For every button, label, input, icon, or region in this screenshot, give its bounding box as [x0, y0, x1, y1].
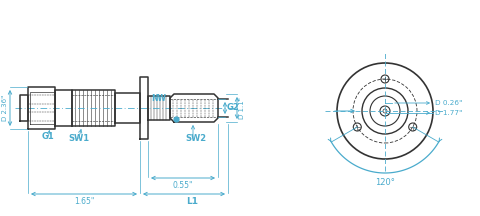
- Text: D 1.77": D 1.77": [435, 110, 463, 116]
- Text: SW1: SW1: [68, 134, 89, 143]
- Text: D 0.26": D 0.26": [435, 100, 463, 106]
- Text: 120°: 120°: [375, 178, 395, 187]
- Text: D 1.1": D 1.1": [239, 97, 245, 119]
- Text: D 2.36": D 2.36": [2, 95, 8, 121]
- Text: 1.65": 1.65": [74, 197, 94, 206]
- Text: G1: G1: [42, 132, 55, 141]
- Text: 0.55": 0.55": [173, 181, 193, 190]
- Text: NW: NW: [152, 94, 167, 103]
- Text: L1: L1: [186, 197, 198, 206]
- Text: G2: G2: [227, 103, 240, 113]
- Text: SW2: SW2: [185, 134, 206, 143]
